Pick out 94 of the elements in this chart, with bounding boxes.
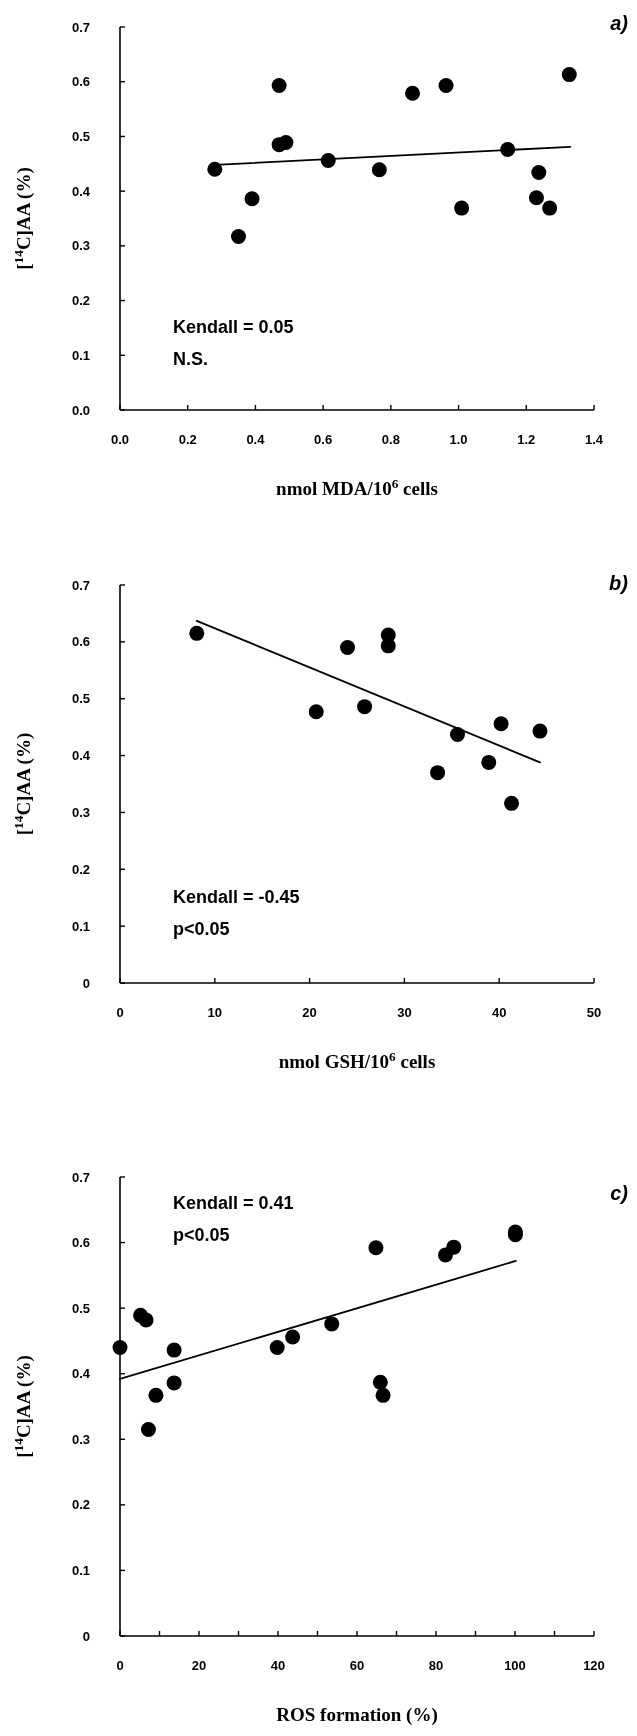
x-tick-label: 0: [116, 1658, 124, 1673]
y-tick-label: 0.0: [71, 402, 90, 418]
x-tick-label: 30: [397, 1005, 412, 1020]
point: [166, 1375, 182, 1391]
y-tick-label: 0.6: [71, 1235, 90, 1251]
x-tick-label: 0.6: [314, 432, 333, 447]
point: [532, 723, 548, 739]
x-axis-title: nmol GSH/10$^{6}$ cells: [278, 1048, 436, 1072]
y-tick-label: 0.7: [71, 1169, 90, 1185]
point: [189, 625, 205, 641]
point: [166, 1342, 182, 1358]
x-tick-label: 120: [583, 1658, 605, 1673]
annotation: Kendall = 0.05: [173, 317, 294, 338]
point: [372, 1374, 388, 1390]
point: [504, 795, 520, 811]
point: [148, 1387, 164, 1403]
point: [278, 134, 294, 150]
point: [368, 1240, 384, 1256]
x-tick-label: 0.0: [110, 432, 130, 447]
x-tick-label: 80: [428, 1658, 444, 1673]
x-tick-label: 0: [116, 1005, 124, 1020]
chart-title: c): [610, 1182, 629, 1204]
chart-title: a): [610, 12, 629, 34]
y-tick-label: 0.5: [71, 691, 90, 707]
chart-title: b): [609, 572, 629, 594]
y-tick-label: 0.7: [71, 577, 90, 593]
y-tick-label: 0.3: [71, 1431, 90, 1447]
y-tick-label: 0.1: [71, 1562, 90, 1578]
y-tick-label: 0: [82, 1628, 90, 1644]
point: [375, 1387, 391, 1403]
y-tick-label: 0.5: [71, 128, 90, 144]
x-tick-label: 60: [349, 1658, 365, 1673]
x-axis-title: nmol MDA/10$^{6}$ cells: [276, 475, 438, 499]
point: [542, 200, 558, 216]
x-tick-label: 0.4: [246, 432, 266, 447]
point: [244, 191, 260, 207]
point: [340, 640, 356, 656]
y-tick-label: 0.6: [71, 634, 90, 650]
point: [285, 1329, 301, 1345]
y-tick-label: 0.4: [71, 1366, 91, 1382]
x-tick-label: 1.4: [584, 432, 604, 447]
point: [493, 716, 509, 732]
x-tick-label: 50: [586, 1005, 602, 1020]
point: [481, 754, 497, 770]
x-tick-label: 20: [302, 1005, 317, 1020]
annotation: p<0.05: [173, 1225, 230, 1246]
x-tick-label: 1.2: [517, 432, 536, 447]
x-tick-label: 0.2: [178, 432, 197, 447]
point: [231, 229, 246, 245]
y-tick-label: 0.2: [71, 861, 90, 877]
point: [140, 1421, 156, 1437]
point: [269, 1339, 285, 1355]
y-tick-label: 0.4: [71, 183, 91, 199]
y-tick-label: 0.5: [71, 1300, 90, 1316]
y-tick-label: 0.3: [71, 238, 90, 254]
x-tick-label: 10: [207, 1005, 223, 1020]
point: [207, 161, 223, 177]
point: [454, 200, 470, 216]
point: [380, 638, 396, 654]
x-tick-label: 20: [191, 1658, 207, 1673]
point: [405, 85, 421, 101]
y-tick-label: 0.3: [71, 804, 90, 820]
point: [138, 1312, 154, 1328]
y-tick-label: 0.2: [71, 1497, 90, 1513]
y-tick-label: 0.2: [71, 293, 90, 309]
point: [357, 699, 373, 715]
y-tick-label: 0.4: [71, 748, 91, 764]
point: [446, 1239, 462, 1255]
x-tick-label: 100: [504, 1658, 526, 1673]
point: [112, 1339, 128, 1355]
point: [271, 78, 287, 94]
annotation: Kendall = -0.45: [173, 887, 300, 908]
y-tick-label: 0.7: [71, 19, 90, 35]
point: [449, 727, 465, 743]
y-tick-label: 0: [82, 975, 90, 991]
x-tick-label: 1.0: [449, 432, 468, 447]
annotation: Kendall = 0.41: [173, 1193, 294, 1214]
point: [308, 704, 324, 720]
point: [531, 165, 547, 181]
point: [528, 190, 544, 206]
point: [438, 78, 454, 94]
x-tick-label: 40: [491, 1005, 507, 1020]
point: [324, 1316, 340, 1332]
x-tick-label: 40: [270, 1658, 286, 1673]
point: [430, 765, 446, 781]
annotation: N.S.: [173, 349, 209, 370]
point: [561, 67, 577, 83]
annotation: p<0.05: [173, 919, 230, 940]
x-axis-title: ROS formation (%): [276, 1704, 438, 1726]
x-tick-label: 0.8: [381, 432, 400, 447]
y-tick-label: 0.6: [71, 74, 90, 90]
y-tick-label: 0.1: [71, 918, 90, 934]
y-tick-label: 0.1: [71, 347, 90, 363]
point: [371, 162, 387, 178]
